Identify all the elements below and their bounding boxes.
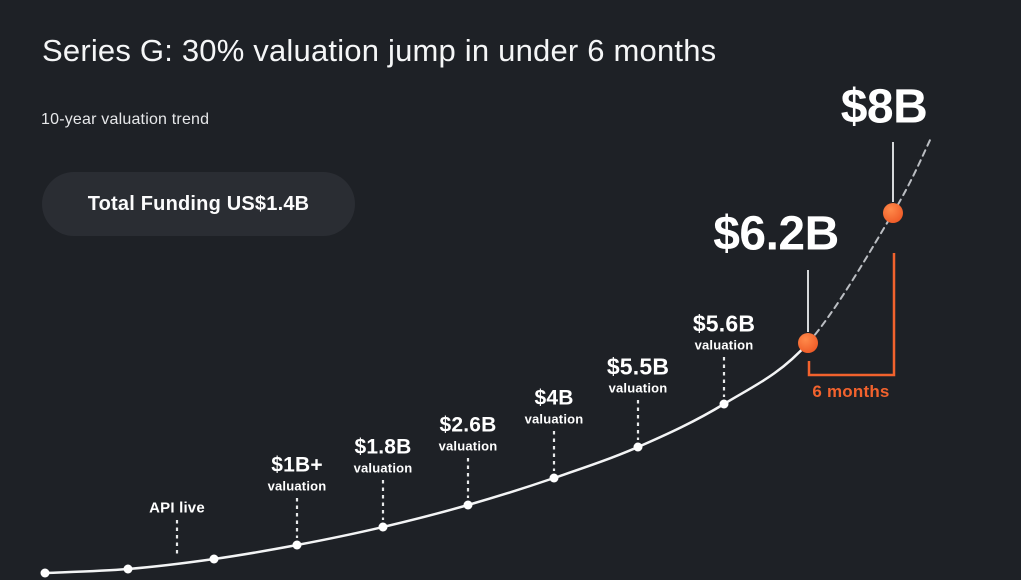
data-point-dot	[549, 473, 559, 483]
chart-subtitle: 10-year valuation trend	[41, 111, 210, 128]
page-title: Series G: 30% valuation jump in under 6 …	[42, 33, 717, 68]
highlight-dot	[798, 333, 818, 353]
data-point-dot	[209, 554, 219, 564]
highlight-dot	[883, 203, 903, 223]
data-point-dot	[463, 500, 473, 510]
data-point-dot	[123, 564, 133, 574]
valuation-curve-projection	[807, 135, 933, 344]
data-point-dot	[378, 522, 388, 532]
data-point-dot	[719, 399, 729, 409]
data-point-dot	[40, 568, 50, 578]
total-funding-badge: Total Funding US$1.4B	[42, 172, 355, 236]
six-months-label: 6 months	[812, 382, 890, 401]
data-point-dot	[633, 442, 643, 452]
data-point-dot	[292, 540, 302, 550]
six-months-bracket	[807, 253, 896, 377]
valuation-curve-solid	[43, 341, 810, 575]
